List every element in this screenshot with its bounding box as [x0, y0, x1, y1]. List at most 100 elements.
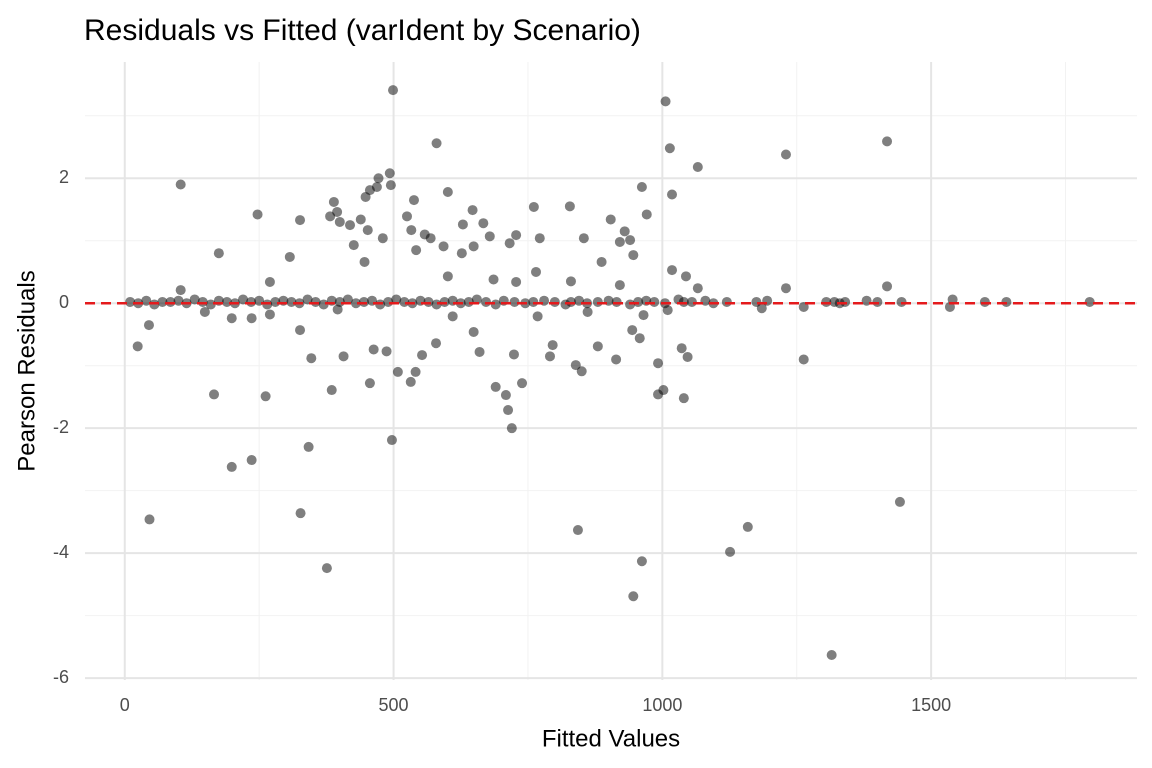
point	[295, 325, 306, 336]
point	[468, 326, 479, 337]
point	[199, 306, 210, 317]
y-axis-title: Pearson Residuals	[13, 270, 40, 471]
point	[388, 85, 399, 96]
y-tick-label: 2	[59, 167, 69, 187]
point	[582, 306, 593, 317]
point	[419, 229, 430, 240]
points	[125, 85, 1095, 661]
point	[468, 241, 479, 252]
point	[295, 215, 306, 226]
point	[392, 366, 403, 377]
point	[328, 196, 339, 207]
point	[751, 296, 762, 307]
point	[456, 248, 467, 259]
point	[509, 296, 520, 307]
point	[377, 233, 388, 244]
point	[417, 350, 428, 361]
point	[364, 378, 375, 389]
y-tick-label: -4	[53, 542, 69, 562]
point	[625, 235, 636, 246]
point	[303, 441, 314, 452]
labels: 0 500 1000 1500 -6 -4 -2 0 2	[53, 167, 951, 715]
point	[157, 296, 168, 307]
point	[457, 219, 468, 230]
point	[692, 283, 703, 294]
point	[381, 346, 392, 357]
point	[490, 381, 501, 392]
point	[359, 256, 370, 267]
point	[894, 496, 905, 507]
point	[284, 251, 295, 262]
point	[511, 230, 522, 241]
point	[431, 338, 442, 349]
point	[528, 201, 539, 212]
point	[882, 136, 893, 147]
point	[565, 276, 576, 287]
point	[614, 280, 625, 291]
point	[348, 240, 359, 251]
point	[531, 266, 542, 277]
point	[638, 310, 649, 321]
point	[780, 283, 791, 294]
point	[605, 214, 616, 225]
point	[882, 281, 893, 292]
point	[226, 313, 237, 324]
point	[325, 211, 336, 222]
point	[132, 341, 143, 352]
point	[641, 209, 652, 220]
point	[385, 180, 396, 191]
point	[484, 231, 495, 242]
point	[264, 309, 275, 320]
point	[547, 340, 558, 351]
point	[175, 179, 186, 190]
point	[667, 265, 678, 276]
point	[780, 149, 791, 160]
grid	[85, 62, 1137, 680]
point	[544, 351, 555, 362]
point	[209, 389, 220, 400]
point	[226, 461, 237, 472]
point	[144, 514, 155, 525]
point	[564, 201, 575, 212]
x-tick-label: 1500	[911, 695, 951, 715]
point	[534, 233, 545, 244]
point	[742, 521, 753, 532]
point	[511, 276, 522, 287]
point	[628, 250, 639, 261]
point	[578, 233, 589, 244]
point	[383, 296, 394, 307]
x-tick-label: 0	[120, 695, 130, 715]
point	[478, 218, 489, 229]
point	[474, 346, 485, 357]
point	[345, 220, 356, 231]
point	[384, 168, 395, 179]
point	[213, 248, 224, 259]
point	[576, 366, 587, 377]
point	[205, 299, 216, 310]
point	[438, 241, 449, 252]
point	[692, 161, 703, 172]
point	[500, 390, 511, 401]
point	[362, 225, 373, 236]
point	[680, 271, 691, 282]
point	[532, 311, 543, 322]
point	[125, 296, 136, 307]
point	[658, 385, 669, 396]
point	[517, 378, 528, 389]
point	[318, 299, 329, 310]
point	[636, 556, 647, 567]
point	[368, 344, 379, 355]
point	[221, 296, 232, 307]
y-tick-label: 0	[59, 292, 69, 312]
point	[592, 341, 603, 352]
point	[431, 299, 442, 310]
point	[660, 96, 671, 107]
point	[306, 353, 317, 364]
point	[682, 351, 693, 362]
point	[350, 298, 361, 309]
point	[338, 351, 349, 362]
y-tick-label: -6	[53, 667, 69, 687]
point	[628, 591, 639, 602]
point	[175, 285, 186, 296]
point	[664, 143, 675, 154]
